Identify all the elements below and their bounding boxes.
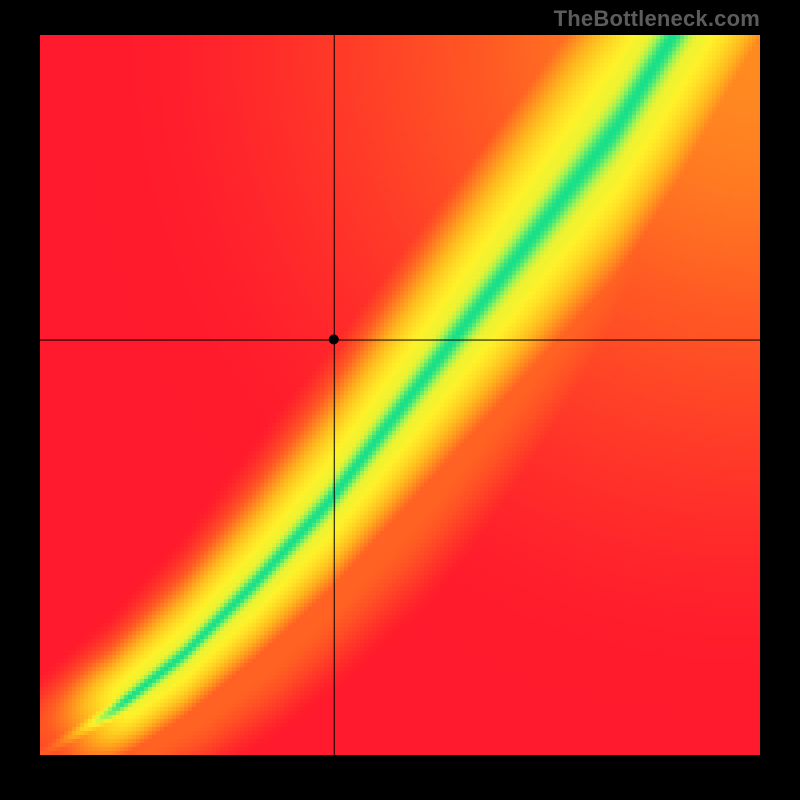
chart-container: TheBottleneck.com: [0, 0, 800, 800]
plot-area: [40, 35, 760, 755]
heatmap-canvas: [40, 35, 760, 755]
watermark-text: TheBottleneck.com: [554, 6, 760, 32]
